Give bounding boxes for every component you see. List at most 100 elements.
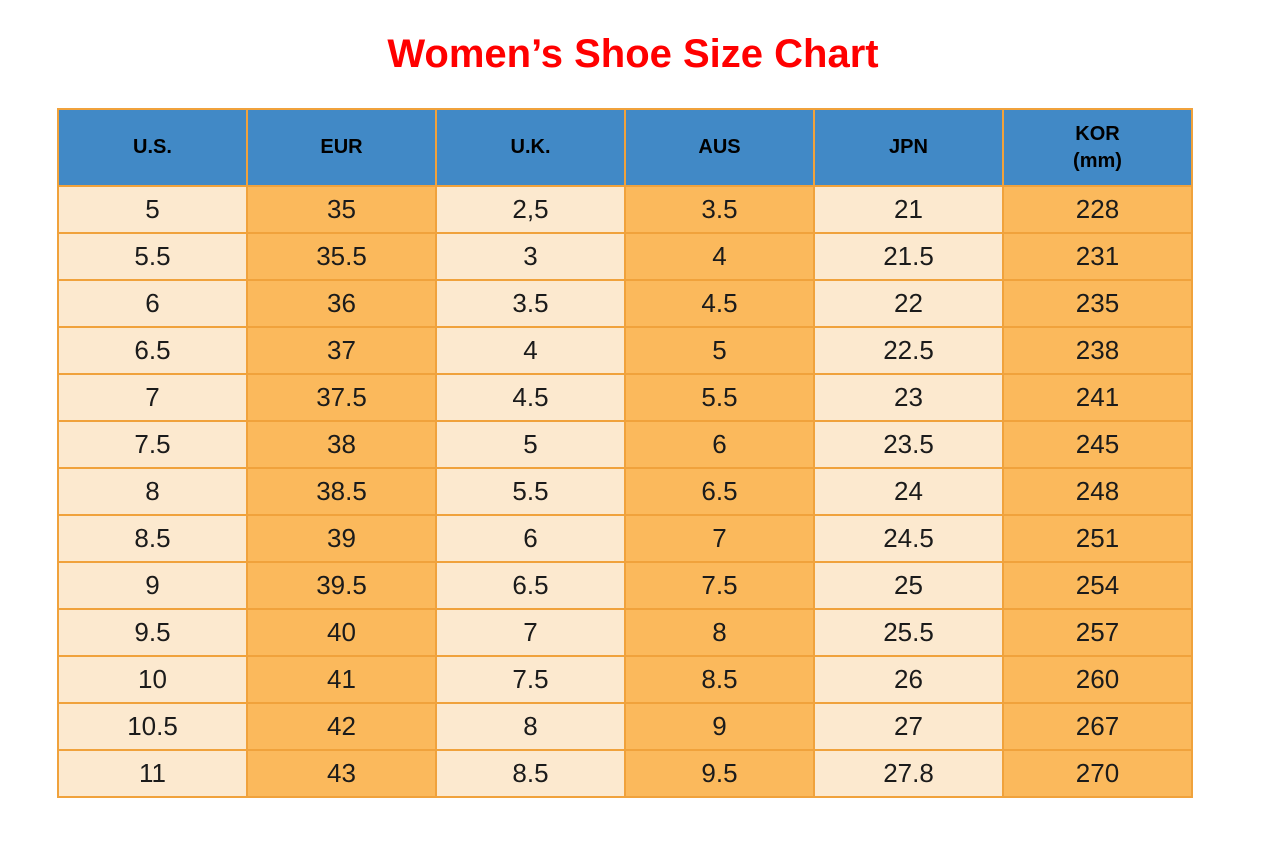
table-cell-uk: 7.5 [435,655,626,704]
table-cell-uk: 5.5 [435,467,626,516]
table-cell-kor: 245 [1002,420,1193,469]
table-cell-eur: 43 [246,749,437,798]
table-cell-uk: 8.5 [435,749,626,798]
table-cell-uk: 3 [435,232,626,281]
table-cell-kor: 257 [1002,608,1193,657]
table-cell-jpn: 26 [813,655,1004,704]
table-cell-jpn: 21.5 [813,232,1004,281]
table-cell-us: 5 [57,185,248,234]
table-cell-us: 9.5 [57,608,248,657]
table-row: 6.5 37 4 5 22.5 238 [57,326,1193,375]
table-cell-kor: 251 [1002,514,1193,563]
table-cell-uk: 2,5 [435,185,626,234]
table-cell-eur: 39 [246,514,437,563]
table-cell-jpn: 25.5 [813,608,1004,657]
table-cell-aus: 9.5 [624,749,815,798]
table-row: 10.5 42 8 9 27 267 [57,702,1193,751]
table-cell-jpn: 22.5 [813,326,1004,375]
table-cell-aus: 8 [624,608,815,657]
table-cell-aus: 7 [624,514,815,563]
table-cell-eur: 42 [246,702,437,751]
table-cell-eur: 38.5 [246,467,437,516]
table-row: 7 37.5 4.5 5.5 23 241 [57,373,1193,422]
table-cell-aus: 5 [624,326,815,375]
table-cell-us: 8.5 [57,514,248,563]
table-cell-aus: 6 [624,420,815,469]
table-cell-uk: 7 [435,608,626,657]
header-row: U.S. EUR U.K. AUS JPN KOR (mm) [57,108,1193,187]
table-cell-eur: 35.5 [246,232,437,281]
table-cell-us: 10.5 [57,702,248,751]
table-cell-eur: 36 [246,279,437,328]
table-cell-jpn: 24 [813,467,1004,516]
column-header-line: JPN [889,136,928,158]
table-cell-eur: 37.5 [246,373,437,422]
table-cell-eur: 37 [246,326,437,375]
table-cell-eur: 35 [246,185,437,234]
table-cell-kor: 235 [1002,279,1193,328]
table-cell-eur: 39.5 [246,561,437,610]
table-row: 6 36 3.5 4.5 22 235 [57,279,1193,328]
table-cell-uk: 5 [435,420,626,469]
table-cell-us: 11 [57,749,248,798]
table-cell-us: 8 [57,467,248,516]
table-cell-kor: 231 [1002,232,1193,281]
table-row: 8.5 39 6 7 24.5 251 [57,514,1193,563]
table-cell-kor: 228 [1002,185,1193,234]
table-cell-kor: 267 [1002,702,1193,751]
table-cell-jpn: 23.5 [813,420,1004,469]
column-header-line: U.K. [510,136,551,158]
table-cell-us: 7.5 [57,420,248,469]
table-cell-jpn: 25 [813,561,1004,610]
column-header-line: KOR [1075,122,1120,145]
table-cell-us: 6 [57,279,248,328]
table-cell-aus: 9 [624,702,815,751]
table-cell-jpn: 22 [813,279,1004,328]
table-header: U.S. EUR U.K. AUS JPN KOR (mm) [57,108,1193,187]
table-row: 9 39.5 6.5 7.5 25 254 [57,561,1193,610]
table-cell-uk: 6.5 [435,561,626,610]
table-cell-kor: 254 [1002,561,1193,610]
table-cell-uk: 3.5 [435,279,626,328]
table-cell-aus: 5.5 [624,373,815,422]
table-cell-eur: 40 [246,608,437,657]
shoe-size-table: U.S. EUR U.K. AUS JPN KOR (mm) 5 35 2,5 3.5 21 228 5… [57,108,1193,798]
column-header-kor: KOR (mm) [1002,108,1193,187]
table-cell-aus: 7.5 [624,561,815,610]
page-title: Women’s Shoe Size Chart [387,32,879,76]
table-cell-eur: 38 [246,420,437,469]
table-row: 5 35 2,5 3.5 21 228 [57,185,1193,234]
table-cell-us: 9 [57,561,248,610]
table-cell-us: 7 [57,373,248,422]
column-header-line: EUR [320,136,363,158]
column-header-jpn: JPN [813,108,1004,187]
table-cell-aus: 8.5 [624,655,815,704]
table-cell-aus: 4 [624,232,815,281]
table-cell-kor: 241 [1002,373,1193,422]
table-cell-aus: 4.5 [624,279,815,328]
table-cell-uk: 4.5 [435,373,626,422]
table-body: 5 35 2,5 3.5 21 228 5.5 35.5 3 4 21.5 231 6 36 3.5 4.5 2… [57,185,1193,798]
table-cell-kor: 248 [1002,467,1193,516]
size-chart-table-container: U.S. EUR U.K. AUS JPN KOR (mm) 5 35 2,5 3.5 21 228 5… [57,108,1193,798]
table-row: 10 41 7.5 8.5 26 260 [57,655,1193,704]
table-cell-jpn: 27 [813,702,1004,751]
table-cell-us: 6.5 [57,326,248,375]
table-cell-eur: 41 [246,655,437,704]
table-cell-us: 5.5 [57,232,248,281]
column-header-us: U.S. [57,108,248,187]
column-header-eur: EUR [246,108,437,187]
table-cell-jpn: 21 [813,185,1004,234]
table-row: 5.5 35.5 3 4 21.5 231 [57,232,1193,281]
table-cell-jpn: 24.5 [813,514,1004,563]
table-row: 11 43 8.5 9.5 27.8 270 [57,749,1193,798]
table-cell-kor: 238 [1002,326,1193,375]
column-header-line: U.S. [133,136,172,158]
table-cell-aus: 6.5 [624,467,815,516]
table-row: 7.5 38 5 6 23.5 245 [57,420,1193,469]
column-header-line: (mm) [1073,149,1122,172]
table-cell-jpn: 23 [813,373,1004,422]
table-cell-kor: 260 [1002,655,1193,704]
table-cell-jpn: 27.8 [813,749,1004,798]
column-header-aus: AUS [624,108,815,187]
